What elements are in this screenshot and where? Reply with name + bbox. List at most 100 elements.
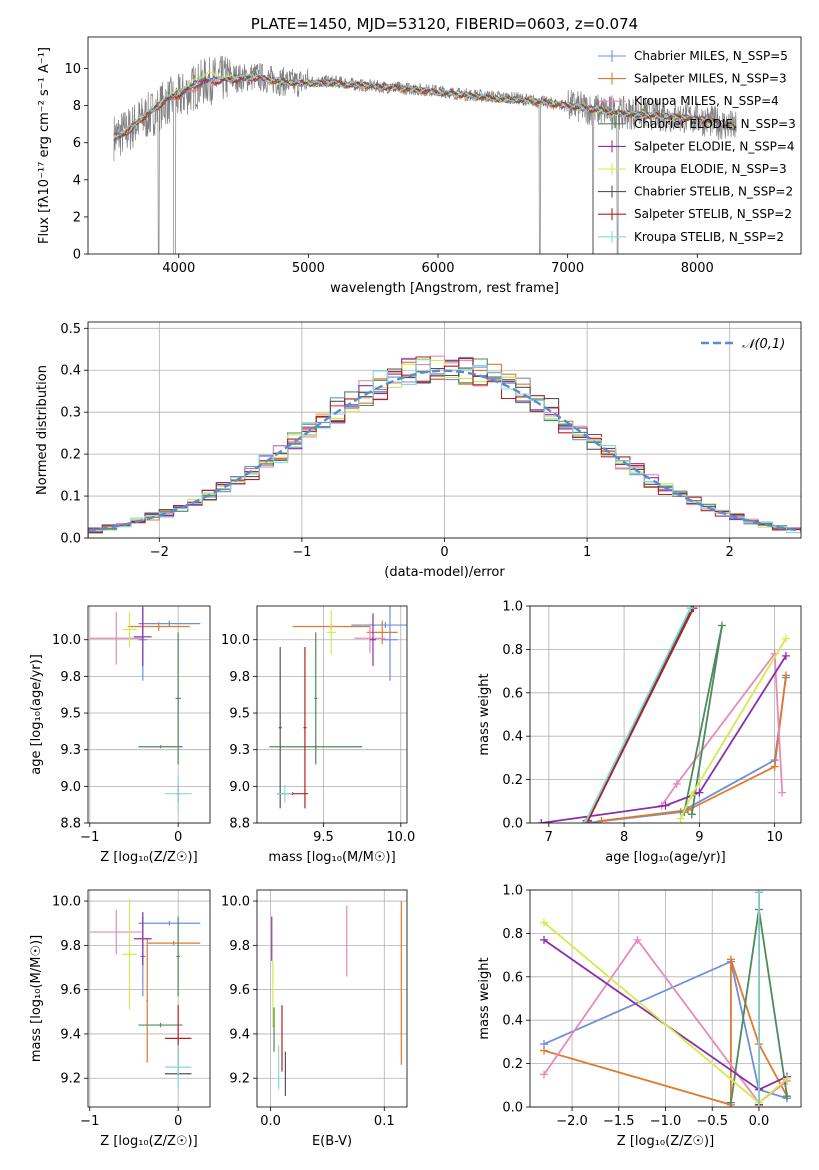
errorbar-point (303, 647, 307, 809)
y-tick-label: 9.4 (60, 1027, 81, 1042)
errorbar-point (164, 1045, 192, 1090)
panel-weight-vs-age: 7 8 9 10 0.0 0.2 0.4 0.6 0.8 1.0 age [log₁₀(age/yr… (477, 600, 802, 865)
y-axis-label: mass weight (477, 673, 492, 755)
y-tick-label: 9.3 (229, 743, 250, 758)
y-tick-label: 0.6 (502, 686, 523, 701)
weight-point-marker (754, 1103, 763, 1107)
weight-point-marker (782, 1074, 791, 1083)
panel-residuals: −2 −1 0 1 2 0.0 0.1 0.2 0.3 0.4 0.5 (data-model)/er… (35, 321, 802, 580)
weight-point-marker (717, 621, 726, 630)
x-axis-label: E(B-V) (312, 1134, 352, 1149)
axes-frame (529, 889, 802, 1108)
legend-entry-8: Salpeter STELIB, N_SSP=2 (634, 207, 792, 221)
y-tick-label: 10 (64, 62, 81, 77)
errorbar-point (133, 912, 152, 966)
x-axis-label: Z [log₁₀(Z/Z☉)] (100, 1134, 197, 1149)
errorbar-point (382, 606, 398, 681)
x-axis-label: wavelength [Angstrom, rest frame] (330, 281, 559, 296)
y-tick-label: 9.8 (60, 939, 81, 954)
x-axis-label: age [log₁₀(age/yr)] (605, 850, 726, 865)
y-axis-label: mass weight (477, 957, 492, 1039)
y-tick-label: 9.4 (229, 1027, 250, 1042)
axes-frame (87, 605, 211, 824)
x-tick-label: −2 (150, 545, 169, 560)
x-tick-label: 10.0 (386, 830, 415, 845)
weight-line-2 (601, 675, 787, 822)
axes-frame (87, 36, 802, 255)
weight-point-marker (778, 788, 787, 797)
y-tick-label: 0.4 (502, 730, 523, 745)
weight-point-marker (540, 935, 549, 944)
y-tick-label: 9.0 (60, 780, 81, 795)
y-tick-label: 0.5 (60, 322, 81, 337)
weight-point-marker (726, 955, 735, 964)
weight-point-marker (661, 801, 670, 810)
y-tick-label: 6 (73, 136, 81, 151)
y-tick-label: 9.2 (229, 1072, 250, 1087)
y-tick-label: 0.2 (502, 1057, 523, 1072)
y-tick-label: 9.8 (229, 939, 250, 954)
errorbar-point (138, 620, 201, 627)
x-tick-label: 0.0 (260, 1114, 281, 1129)
y-tick-label: 10.0 (52, 633, 81, 648)
legend-entry-1: Chabrier MILES, N_SSP=5 (634, 49, 788, 63)
x-tick-label: −1 (80, 830, 99, 845)
errorbar-point (122, 611, 137, 648)
x-tick-label: 7000 (551, 261, 584, 276)
y-tick-label: 0 (73, 248, 81, 263)
errorbar-point (369, 613, 377, 667)
y-tick-label: 8.8 (229, 817, 250, 832)
weight-point-marker (754, 890, 763, 897)
legend-entry-7: Chabrier STELIB, N_SSP=2 (634, 185, 793, 199)
y-tick-label: 0.3 (60, 406, 81, 421)
legend-entry-5: Salpeter ELODIE, N_SSP=4 (634, 139, 795, 153)
legend-entry-normal: 𝒩(0,1) (742, 337, 785, 352)
x-tick-label: −0.5 (696, 1114, 728, 1129)
y-axis-label: Flux [fλ10⁻¹⁷ erg cm⁻² s⁻¹ A⁻¹] (37, 47, 52, 244)
panel-weight-vs-Z: −2.0 −1.5 −1.0 −0.5 0.0 0.0 0.2 0.4 0.6 0.8 1.0 Z [… (477, 884, 802, 1149)
y-tick-label: 10.0 (221, 633, 250, 648)
errorbar-point (127, 622, 190, 631)
errorbar-point (354, 623, 386, 653)
plot-area (88, 355, 801, 538)
x-tick-label: 8000 (681, 261, 714, 276)
weight-point-marker (770, 762, 779, 771)
x-tick-label: 9 (695, 830, 703, 845)
weight-point-marker (597, 816, 606, 823)
errorbar-point (366, 620, 398, 645)
x-tick-label: 0.0 (749, 1114, 770, 1129)
y-tick-label: 8 (73, 99, 81, 114)
panel-age-vs-Z: −1 0 8.8 9.0 9.3 9.5 9.8 10.0 Z [log₁₀(Z/Z☉)] age… (29, 605, 211, 865)
errorbar-point (138, 745, 183, 749)
x-tick-label: 0 (174, 1114, 182, 1129)
x-tick-label: 2 (726, 545, 734, 560)
y-tick-label: 0.2 (502, 773, 523, 788)
x-tick-label: −1.5 (603, 1114, 635, 1129)
plot-area (271, 901, 402, 1096)
axes-frame (87, 321, 802, 539)
x-tick-label: 8 (620, 830, 628, 845)
chart-title: PLATE=1450, MJD=53120, FIBERID=0603, z=0… (251, 15, 638, 33)
legend: Chabrier MILES, N_SSP=5 Salpeter MILES, N… (598, 49, 796, 244)
errorbar-point (175, 632, 181, 765)
x-axis-label: Z [log₁₀(Z/Z☉)] (617, 1134, 714, 1149)
errorbar-point (147, 940, 201, 946)
y-tick-label: 10.0 (221, 895, 250, 910)
y-tick-label: 0.0 (60, 532, 81, 547)
y-tick-label: 9.0 (229, 780, 250, 795)
weight-line-5 (541, 655, 787, 823)
weight-point-marker (782, 1092, 791, 1101)
x-tick-label: −1 (292, 545, 311, 560)
weight-line-1 (543, 960, 788, 1100)
weight-point-marker (672, 779, 681, 788)
weight-line-8 (587, 607, 695, 822)
weight-point-marker (781, 651, 790, 660)
x-axis-label: (data-model)/error (384, 565, 505, 580)
y-tick-label: 9.3 (60, 743, 81, 758)
errorbar-point (133, 607, 152, 667)
legend-entry-6: Kroupa ELODIE, N_SSP=3 (634, 162, 787, 176)
weight-line-3 (660, 651, 784, 807)
x-tick-label: 5000 (292, 261, 325, 276)
y-tick-label: 1.0 (502, 600, 523, 615)
